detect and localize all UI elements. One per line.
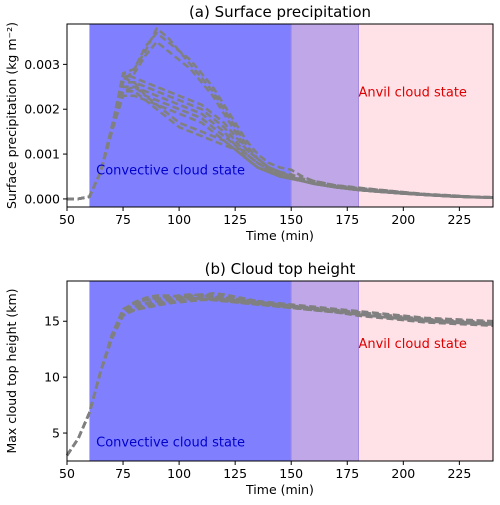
annotation-0: Convective cloud state xyxy=(96,163,245,178)
state-region-2 xyxy=(358,24,493,207)
x-tick-label: 200 xyxy=(391,466,415,481)
x-tick-label: 125 xyxy=(223,466,247,481)
series-line-5 xyxy=(67,85,494,201)
axes-frame xyxy=(66,280,494,462)
y-tick-label: 0.000 xyxy=(24,191,60,206)
y-axis-label: Surface precipitation (kg m⁻²) xyxy=(4,22,19,209)
x-tick-label: 50 xyxy=(59,466,75,481)
y-tick-label: 15 xyxy=(44,314,60,329)
state-region-0 xyxy=(89,281,292,461)
y-tick-label: 0.002 xyxy=(24,102,60,117)
y-tick-label: 5 xyxy=(52,426,60,441)
chart-title: (a) Surface precipitation xyxy=(189,3,371,21)
axes-frame xyxy=(66,23,494,208)
x-tick-label: 150 xyxy=(279,212,303,227)
x-tick-label: 225 xyxy=(447,212,471,227)
y-tick-label: 10 xyxy=(44,370,60,385)
x-tick-label: 225 xyxy=(447,466,471,481)
series-line-7 xyxy=(65,293,494,457)
x-tick-label: 100 xyxy=(167,466,191,481)
chart-title: (b) Cloud top height xyxy=(205,260,356,278)
x-tick-label: 75 xyxy=(115,212,131,227)
x-tick-label: 50 xyxy=(59,212,75,227)
annotation-1: Anvil cloud state xyxy=(358,337,466,352)
x-tick-label: 75 xyxy=(115,466,131,481)
x-tick-label: 175 xyxy=(335,212,359,227)
state-region-2 xyxy=(358,281,493,461)
state-region-0 xyxy=(89,24,292,207)
y-tick-label: 0.001 xyxy=(24,147,60,162)
annotation-0: Convective cloud state xyxy=(96,435,245,450)
x-tick-label: 200 xyxy=(391,212,415,227)
annotation-1: Anvil cloud state xyxy=(358,86,466,101)
series-line-6 xyxy=(65,298,494,457)
y-tick-label: 0.003 xyxy=(24,57,60,72)
x-axis-label: Time (min) xyxy=(245,482,314,497)
series-line-9 xyxy=(67,90,494,201)
x-axis-label: Time (min) xyxy=(245,228,314,243)
x-tick-label: 175 xyxy=(335,466,359,481)
x-tick-label: 125 xyxy=(223,212,247,227)
x-tick-label: 100 xyxy=(167,212,191,227)
x-tick-label: 150 xyxy=(279,466,303,481)
y-axis-label: Max cloud top height (km) xyxy=(4,288,19,453)
